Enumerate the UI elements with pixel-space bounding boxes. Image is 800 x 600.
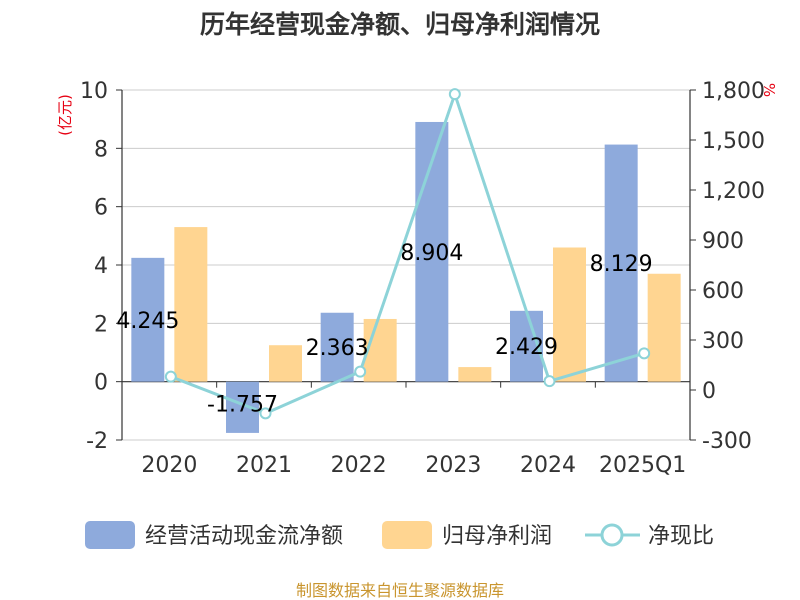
right-axis-tick-label: 600 [702, 279, 744, 304]
right-axis-tick-label: 300 [702, 329, 744, 354]
gridlines [122, 89, 690, 441]
bar-netprofit [458, 367, 492, 382]
legend-item-cashflow[interactable]: 经营活动现金流净额 [85, 521, 343, 549]
ratio-point [354, 365, 367, 378]
ratio-point [638, 347, 651, 360]
bar-netprofit [363, 318, 397, 382]
left-axis-tick-label: 6 [94, 196, 108, 221]
legend: 经营活动现金流净额 归母净利润 净现比 [85, 521, 714, 549]
legend-label-netprofit: 归母净利润 [442, 524, 552, 549]
ratio-point [164, 370, 177, 383]
right-axis-tick-label: 1,200 [702, 179, 765, 204]
ratio-line-path [170, 89, 645, 415]
legend-swatch-netprofit [382, 521, 432, 549]
source-note: 制图数据来自恒生聚源数据库 [296, 581, 504, 600]
legend-label-ratio: 净现比 [648, 524, 714, 549]
left-axis-tick-label: -2 [86, 429, 108, 454]
bar-netprofit [269, 345, 302, 382]
data-label-cashflow: 4.245 [116, 309, 179, 334]
x-axis-tick-label: 2021 [236, 453, 292, 478]
legend-swatch-cashflow [85, 521, 135, 549]
axes: -2 0 2 4 6 8 10 -300 0 300 600 900 1,200 1,500 1,800 20… [80, 79, 765, 478]
ratio-point [543, 375, 556, 388]
bars [131, 121, 681, 433]
left-axis-unit: (亿元) [56, 94, 74, 136]
right-axis-tick-label: -300 [702, 429, 752, 454]
left-axis-tick-label: 0 [94, 371, 108, 396]
left-axis-tick-label: 4 [94, 254, 108, 279]
left-axis-tick-label: 10 [80, 79, 108, 104]
right-axis-tick-label: 1,500 [702, 129, 765, 154]
x-axis-tick-label: 2022 [331, 453, 387, 478]
legend-label-cashflow: 经营活动现金流净额 [145, 524, 343, 549]
legend-item-netprofit[interactable]: 归母净利润 [382, 521, 552, 549]
right-axis-tick-label: 900 [702, 229, 744, 254]
left-axis-tick-label: 2 [94, 312, 108, 337]
legend-item-ratio[interactable]: 净现比 [585, 523, 714, 549]
x-axis-tick-label: 2020 [141, 453, 197, 478]
ratio-point [259, 407, 272, 420]
bar-cashflow [320, 312, 354, 382]
data-label-cashflow: 8.904 [400, 241, 463, 266]
chart-title: 历年经营现金净额、归母净利润情况 [200, 10, 600, 39]
data-label-cashflow: 8.129 [590, 252, 653, 277]
right-axis-tick-label: 0 [702, 379, 716, 404]
bar-cashflow [604, 144, 638, 382]
x-axis-tick-label: 2023 [425, 453, 481, 478]
left-axis-tick-label: 8 [94, 137, 108, 162]
bar-netprofit [647, 273, 681, 382]
bar-cashflow [131, 257, 165, 382]
data-label-cashflow: 2.363 [306, 336, 369, 361]
x-axis-tick-label: 2024 [520, 453, 576, 478]
ratio-point [448, 88, 461, 101]
bar-netprofit [553, 247, 586, 382]
legend-swatch-ratio-marker [600, 523, 624, 547]
x-axis-tick-label: 2025Q1 [599, 453, 686, 478]
data-label-cashflow: 2.429 [495, 335, 558, 360]
data-labels: 4.245 -1.757 2.363 8.904 2.429 8.129 [116, 241, 652, 417]
right-axis-unit: % [760, 83, 778, 97]
right-axis-tick-label: 1,800 [702, 79, 765, 104]
ratio-line [164, 88, 651, 420]
data-label-cashflow: -1.757 [207, 392, 278, 417]
bar-netprofit [174, 227, 208, 382]
